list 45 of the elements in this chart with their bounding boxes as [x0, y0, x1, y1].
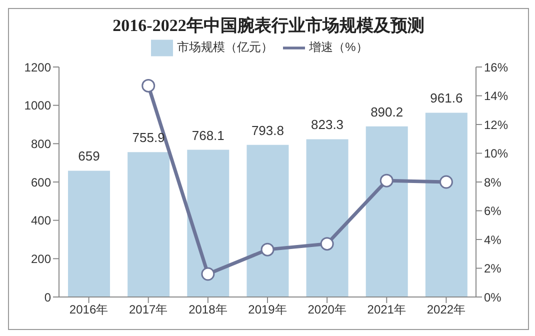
data-label: 823.3: [311, 117, 344, 132]
y2-tick-label: 14%: [484, 89, 508, 104]
bar: [246, 144, 289, 297]
x-tick-label: 2021年: [367, 302, 406, 317]
data-label: 793.8: [251, 122, 284, 138]
y2-tick-label: 6%: [484, 204, 502, 218]
bar: [366, 126, 408, 297]
y2-tick-label: 0%: [484, 290, 502, 304]
y2-tick-label: 4%: [484, 232, 502, 247]
point: [439, 175, 453, 189]
chart-title: 2016-2022年中国腕表行业市场规模及预测: [112, 15, 426, 37]
bar: [425, 112, 468, 297]
x-tick-label: 2016年: [69, 302, 108, 317]
x-tick-label: 2019年: [248, 302, 287, 317]
bar: [128, 152, 170, 297]
x-tick-label: 2020年: [308, 302, 346, 317]
y2-tick-label: 8%: [484, 175, 502, 190]
y-tick-label: 1200: [24, 60, 52, 74]
y-tick-label: 200: [30, 252, 52, 266]
bar: [68, 170, 110, 297]
point: [201, 267, 215, 281]
point: [260, 242, 274, 256]
data-label: 768.1: [192, 128, 224, 143]
x-tick-label: 2022年: [426, 302, 466, 317]
x-tick-label: 2017年: [129, 302, 168, 317]
y-tick-label: 600: [30, 175, 52, 190]
x-tick-label: 2018年: [188, 302, 228, 317]
bar: [306, 139, 348, 297]
bar: [187, 150, 230, 297]
point: [380, 174, 394, 188]
y-tick-label: 400: [30, 214, 52, 228]
legend-label: 市场规模（亿元）: [177, 40, 274, 54]
data-label: 961.6: [430, 90, 463, 106]
y2-tick-label: 16%: [484, 60, 508, 74]
data-label: 890.2: [370, 104, 404, 120]
y2-tick-label: 10%: [484, 146, 508, 161]
legend-label: 增速（%）: [309, 40, 368, 54]
y2-tick-label: 2%: [484, 262, 502, 276]
data-label: 659: [78, 148, 100, 164]
y-tick-label: 800: [30, 136, 52, 151]
y2-tick-label: 12%: [484, 118, 508, 132]
point: [142, 78, 156, 92]
y-tick-label: 0: [44, 290, 52, 304]
point: [320, 237, 334, 251]
y-tick-label: 1000: [24, 98, 52, 113]
